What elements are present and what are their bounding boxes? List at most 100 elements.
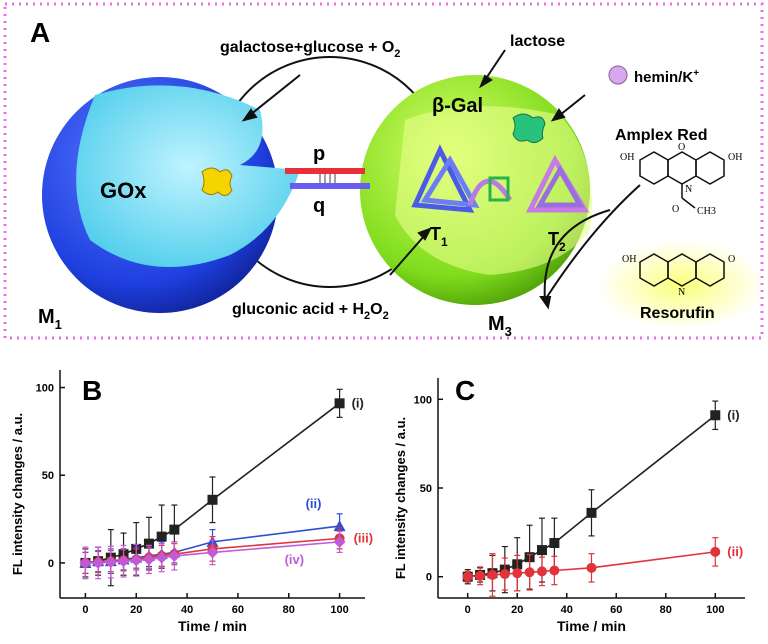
series-line xyxy=(85,402,341,564)
x-tick-label: 60 xyxy=(232,604,244,616)
strand-q-label: q xyxy=(313,195,325,217)
dna-tiles xyxy=(411,144,590,213)
atom: N xyxy=(678,287,685,298)
x-tick-label: 20 xyxy=(130,604,142,616)
marker xyxy=(710,410,721,421)
gox-label: GOx xyxy=(100,178,147,203)
x-tick-label: 60 xyxy=(610,604,622,616)
enzyme-bgal xyxy=(512,113,546,144)
y-tick-label: 100 xyxy=(414,394,432,406)
marker xyxy=(586,562,597,573)
series-label: (i) xyxy=(727,407,739,422)
x-tick-label: 20 xyxy=(511,604,523,616)
bottom-reaction: gluconic acid + H2O2 xyxy=(232,301,389,322)
top-reaction: galactose+glucose + O2 xyxy=(220,39,400,60)
base-pairs xyxy=(319,174,336,183)
marker xyxy=(168,549,181,562)
lactose-label: lactose xyxy=(510,33,565,50)
bgal-label: β-Gal xyxy=(432,95,483,117)
arrow-arc xyxy=(544,184,641,301)
y-tick-label: 100 xyxy=(36,383,54,395)
marker xyxy=(586,507,597,518)
marker xyxy=(334,398,345,409)
amplex-label: Amplex Red xyxy=(615,127,707,144)
panel-border xyxy=(3,2,764,340)
series-line xyxy=(85,541,340,564)
marker xyxy=(487,569,498,580)
marker xyxy=(130,554,143,567)
g-quadruplex xyxy=(488,176,510,202)
series-label: (ii) xyxy=(727,544,743,559)
marker xyxy=(462,571,473,582)
marker xyxy=(499,569,510,580)
marker xyxy=(143,538,154,549)
atom: OH xyxy=(728,152,742,163)
capsule-m3-cavity xyxy=(395,106,592,275)
amplex-structure xyxy=(639,151,725,209)
marker xyxy=(524,567,535,578)
series-label: (iv) xyxy=(285,552,305,567)
series-label: (ii) xyxy=(306,496,322,511)
resorufin-label: Resorufin xyxy=(640,305,715,322)
y-axis-label: FL intensity changes / a.u. xyxy=(393,417,408,579)
x-tick-label: 0 xyxy=(82,604,88,616)
capsule-m1-cavity xyxy=(76,85,301,267)
marker xyxy=(512,568,523,579)
strand-q xyxy=(290,183,370,189)
atom: CH3 xyxy=(697,206,716,217)
strand-p-label: p xyxy=(313,143,325,165)
m3-label: M3 xyxy=(488,313,512,339)
series-line xyxy=(467,414,716,578)
panel-label: C xyxy=(455,375,475,406)
x-tick-label: 40 xyxy=(561,604,573,616)
marker xyxy=(549,565,560,576)
x-tick-label: 100 xyxy=(330,604,348,616)
marker xyxy=(333,535,346,548)
t2-label: T2 xyxy=(548,229,566,254)
atom: OH xyxy=(622,254,636,265)
resorufin-structure xyxy=(639,253,725,287)
marker xyxy=(79,556,92,569)
marker xyxy=(92,556,105,569)
y-tick-label: 0 xyxy=(48,558,54,570)
atom: O xyxy=(678,142,685,153)
marker xyxy=(117,555,130,568)
y-tick-label: 50 xyxy=(42,470,54,482)
x-tick-label: 0 xyxy=(465,604,471,616)
atom: O xyxy=(672,204,679,215)
y-tick-label: 0 xyxy=(426,572,432,584)
marker xyxy=(536,566,547,577)
strand-p xyxy=(285,168,365,174)
marker xyxy=(156,531,167,542)
marker xyxy=(169,524,180,535)
marker xyxy=(104,556,117,569)
y-axis-label: FL intensity changes / a.u. xyxy=(10,413,25,575)
x-axis-label: Time / min xyxy=(557,618,626,634)
m1-label: M1 xyxy=(38,306,62,332)
marker xyxy=(475,570,486,581)
marker xyxy=(206,546,219,559)
series-label: (i) xyxy=(352,395,364,410)
panel-label: B xyxy=(82,375,102,406)
atom: OH xyxy=(620,152,634,163)
x-axis-label: Time / min xyxy=(178,618,247,634)
x-tick-label: 80 xyxy=(660,604,672,616)
hemin-label: hemin/K+ xyxy=(634,68,699,86)
series-label: (iii) xyxy=(354,530,374,545)
t1-label: T1 xyxy=(430,224,448,249)
hemin-icon xyxy=(608,65,628,85)
x-tick-label: 80 xyxy=(283,604,295,616)
marker xyxy=(207,494,218,505)
series-line xyxy=(85,537,340,564)
marker xyxy=(710,546,721,557)
arrows xyxy=(241,49,611,310)
y-tick-label: 50 xyxy=(420,483,432,495)
panel-label: A xyxy=(30,17,50,48)
x-tick-label: 100 xyxy=(706,604,724,616)
marker xyxy=(549,538,560,548)
marker xyxy=(536,545,547,556)
atom: O xyxy=(728,254,735,265)
x-tick-label: 40 xyxy=(181,604,193,616)
atom: N xyxy=(685,184,692,195)
